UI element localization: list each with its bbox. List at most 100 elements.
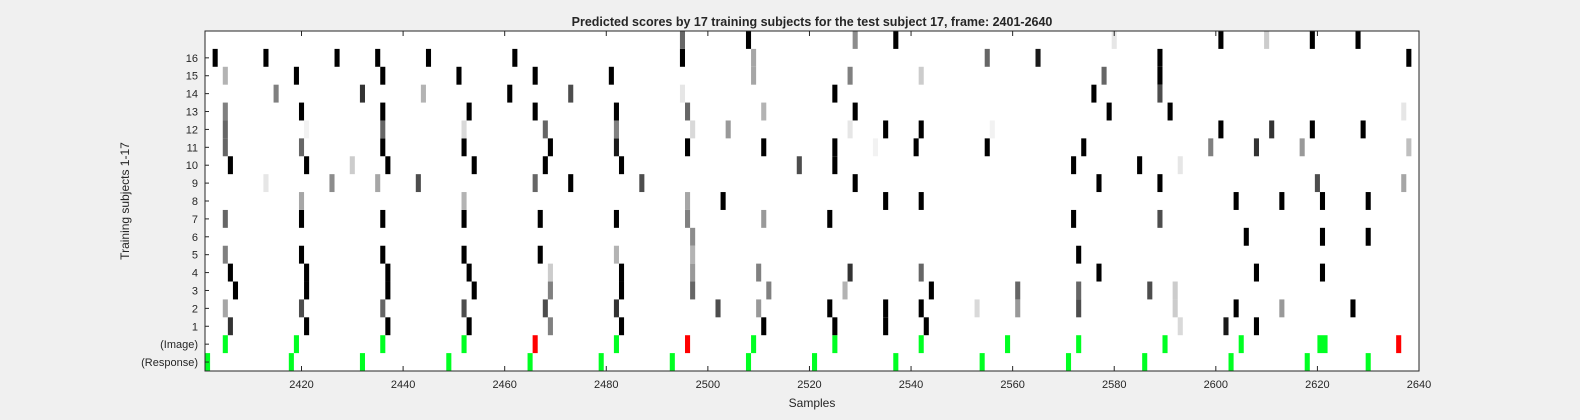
score-cell [608, 66, 614, 85]
score-cell [227, 263, 233, 282]
response-mark [669, 353, 675, 371]
score-cell [1101, 66, 1107, 85]
x-tick-label: 2440 [391, 379, 415, 391]
score-cell [883, 317, 889, 336]
score-cell [883, 192, 889, 210]
score-cell [761, 317, 767, 336]
score-cell [263, 48, 269, 67]
score-cell [304, 120, 310, 139]
score-cell [852, 31, 858, 49]
score-cell [618, 156, 625, 175]
score-cell [1157, 84, 1163, 103]
y-tick-label: 16 [186, 53, 198, 65]
score-cell [456, 66, 462, 85]
score-cell [852, 174, 858, 193]
score-cell [380, 138, 386, 157]
score-cell [1406, 138, 1412, 157]
score-cell [756, 263, 762, 282]
image-hit-mark [751, 335, 757, 354]
score-cell [380, 299, 386, 318]
response-mark [288, 353, 294, 371]
score-cell [1319, 227, 1326, 246]
score-cell [466, 317, 472, 336]
image-hit-mark [222, 335, 228, 354]
response-mark [446, 353, 452, 371]
y-tick-label: 10 [186, 160, 198, 172]
score-cell [334, 48, 340, 67]
score-cell [298, 209, 305, 228]
score-cell [222, 209, 228, 228]
score-cell [1299, 138, 1305, 157]
score-cell [847, 120, 853, 139]
score-cell [1218, 31, 1224, 49]
x-tick-label: 2580 [1102, 379, 1126, 391]
score-cell [756, 299, 762, 318]
score-cell [679, 84, 686, 103]
score-cell [461, 299, 467, 318]
score-cell [298, 245, 305, 264]
score-cell [883, 299, 889, 318]
x-tick-label: 2420 [289, 379, 313, 391]
score-cell [1365, 192, 1371, 210]
score-cell [847, 263, 853, 282]
score-cell [375, 174, 381, 193]
score-cell [613, 209, 619, 228]
score-cell [679, 31, 686, 49]
score-cell [329, 174, 335, 193]
score-cell [613, 120, 619, 139]
score-cell [1091, 84, 1097, 103]
image-hit-mark [1238, 335, 1244, 354]
score-cell [1218, 120, 1224, 139]
score-cell [690, 281, 696, 300]
x-tick-label: 2600 [1204, 379, 1228, 391]
heatmap-cells [205, 31, 1412, 371]
score-cell [1406, 48, 1412, 67]
score-cell [466, 102, 472, 121]
score-cell [766, 281, 772, 300]
image-hit-mark [1317, 335, 1328, 354]
score-cell [725, 120, 731, 139]
score-cell [1111, 31, 1117, 49]
score-cell [298, 102, 305, 121]
x-tick-label: 2540 [899, 379, 923, 391]
y-tick-label: 12 [186, 124, 198, 136]
score-cell [537, 209, 543, 228]
score-cell [918, 120, 924, 139]
score-cell [415, 174, 421, 193]
score-cell [1401, 174, 1407, 193]
score-cell [222, 66, 228, 85]
score-cell [1233, 192, 1239, 210]
score-cell [380, 102, 386, 121]
score-cell [928, 281, 934, 300]
score-cell [832, 156, 838, 175]
score-cell [380, 120, 386, 139]
score-cell [613, 102, 619, 121]
y-tick-label: 15 [186, 71, 198, 83]
score-cell [547, 317, 553, 336]
y-tick-label: 3 [192, 285, 198, 297]
score-cell [639, 174, 645, 193]
plot-frame [204, 30, 1420, 372]
score-cell [1167, 102, 1173, 121]
score-cell [1157, 66, 1163, 85]
score-cell [1172, 281, 1178, 300]
score-cell [832, 84, 838, 103]
score-cell [618, 317, 625, 336]
score-cell [298, 138, 305, 157]
score-cell [918, 66, 924, 85]
score-cell [273, 84, 279, 103]
score-cell [1269, 120, 1275, 139]
score-cell [304, 317, 310, 336]
score-cell [1172, 299, 1178, 318]
y-tick-label: 1 [192, 321, 198, 333]
x-axis-ticks: 2420 2440 2460 2480 2500 2520 2540 2560 2580 2600… [289, 31, 1431, 391]
response-mark [745, 353, 752, 371]
score-cell [1350, 299, 1356, 318]
image-hit-mark [1005, 335, 1011, 354]
score-cell [1253, 263, 1259, 282]
score-cell [852, 102, 858, 121]
score-cell [304, 263, 310, 282]
score-cell [298, 299, 305, 318]
score-cell [1264, 31, 1270, 49]
